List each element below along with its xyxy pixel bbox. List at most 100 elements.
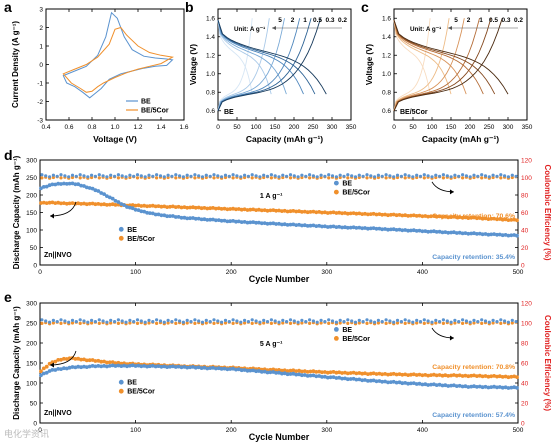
ce-point [200, 320, 205, 324]
ce-point [143, 175, 147, 179]
ce-point [376, 173, 380, 177]
ce-point [97, 173, 101, 177]
ce-point [323, 174, 327, 178]
capacity-point [371, 226, 376, 231]
ce-point [82, 319, 86, 323]
ce-point [101, 319, 105, 323]
ce-point [353, 175, 358, 179]
capacity-point [231, 219, 236, 223]
capacity-point [452, 214, 456, 219]
ce-point [288, 321, 293, 325]
capacity-point [391, 379, 396, 384]
ce-point [135, 321, 140, 325]
capacity-point [67, 181, 72, 186]
capacity-point [300, 210, 304, 214]
ce-point [97, 321, 101, 325]
ce-point [315, 175, 319, 179]
ce-point [357, 321, 361, 325]
capacity-point [308, 373, 313, 378]
capacity-point [105, 360, 109, 365]
ce-point [86, 320, 90, 324]
capacity-point [331, 375, 336, 379]
ce-point [403, 176, 407, 180]
ce-point [403, 318, 407, 322]
capacity-point [454, 231, 459, 235]
capacity-point [47, 200, 52, 205]
capacity-point [59, 367, 63, 371]
rate-label: 0.5 [489, 17, 498, 24]
capacity-point [222, 366, 227, 371]
ce-point [265, 174, 270, 178]
y2-tick-label: 0 [521, 420, 525, 427]
capacity-point [76, 356, 81, 361]
legend-label: BE [342, 181, 352, 188]
ce-point [269, 321, 273, 325]
x-tick-label: 400 [417, 427, 428, 434]
ce-point [453, 321, 457, 325]
capacity-point [219, 367, 224, 371]
legend-label: BE [127, 227, 137, 234]
ce-point [258, 175, 262, 179]
ce-point [281, 175, 285, 180]
capacity-point [185, 205, 190, 210]
capacity-point [234, 367, 238, 372]
ce-point [116, 318, 120, 322]
ce-point [308, 176, 312, 180]
capacity-point [171, 364, 175, 369]
ce-point [338, 321, 342, 325]
capacity-point [323, 210, 327, 215]
legend-marker [333, 327, 339, 332]
ce-point [503, 319, 507, 323]
ce-point [472, 321, 476, 325]
capacity-point [454, 373, 459, 378]
capacity-point [345, 377, 350, 382]
capacity-point [93, 188, 98, 193]
capacity-point [443, 383, 448, 388]
capacity-point [148, 204, 152, 208]
capacity-point [374, 372, 379, 376]
ce-point [78, 321, 82, 325]
ce-point [170, 320, 174, 324]
capacity-point [486, 232, 491, 237]
capacity-point [348, 371, 353, 375]
capacity-point [239, 207, 244, 212]
capacity-point [228, 219, 233, 224]
x-tick-label: 350 [522, 124, 533, 131]
panel-letter: e [4, 289, 12, 305]
capacity-point [305, 370, 310, 374]
unit-label: Unit: A g⁻¹ [410, 26, 441, 33]
capacity-point [133, 364, 138, 368]
capacity-point [489, 232, 494, 237]
capacity-point [173, 215, 178, 219]
ce-point [220, 175, 224, 179]
capacity-point [145, 204, 150, 209]
capacity-point [133, 207, 138, 212]
capacity-point [403, 372, 408, 377]
capacity-point [282, 222, 287, 227]
ce-point [449, 320, 453, 324]
capacity-point [105, 203, 109, 207]
ce-point [239, 320, 243, 324]
ce-point [281, 321, 285, 325]
ce-point [132, 320, 136, 324]
capacity-point [50, 200, 55, 205]
ce-point [384, 176, 388, 180]
ce-point [357, 173, 361, 177]
capacity-point [193, 365, 198, 370]
ce-point [453, 175, 457, 180]
ce-point [105, 175, 109, 179]
capacity-point [380, 379, 385, 384]
capacity-point [302, 209, 307, 214]
y-tick-label: 1.0 [382, 71, 391, 78]
ce-point [369, 319, 373, 323]
ce-point [395, 321, 400, 325]
ce-point [231, 318, 235, 322]
capacity-point [389, 212, 393, 217]
ce-point [441, 173, 445, 177]
capacity-point [509, 385, 514, 390]
capacity-point [506, 375, 511, 380]
capacity-point [300, 373, 304, 378]
ce-point [300, 175, 304, 180]
ce-point [243, 318, 247, 322]
capacity-point [285, 223, 290, 227]
